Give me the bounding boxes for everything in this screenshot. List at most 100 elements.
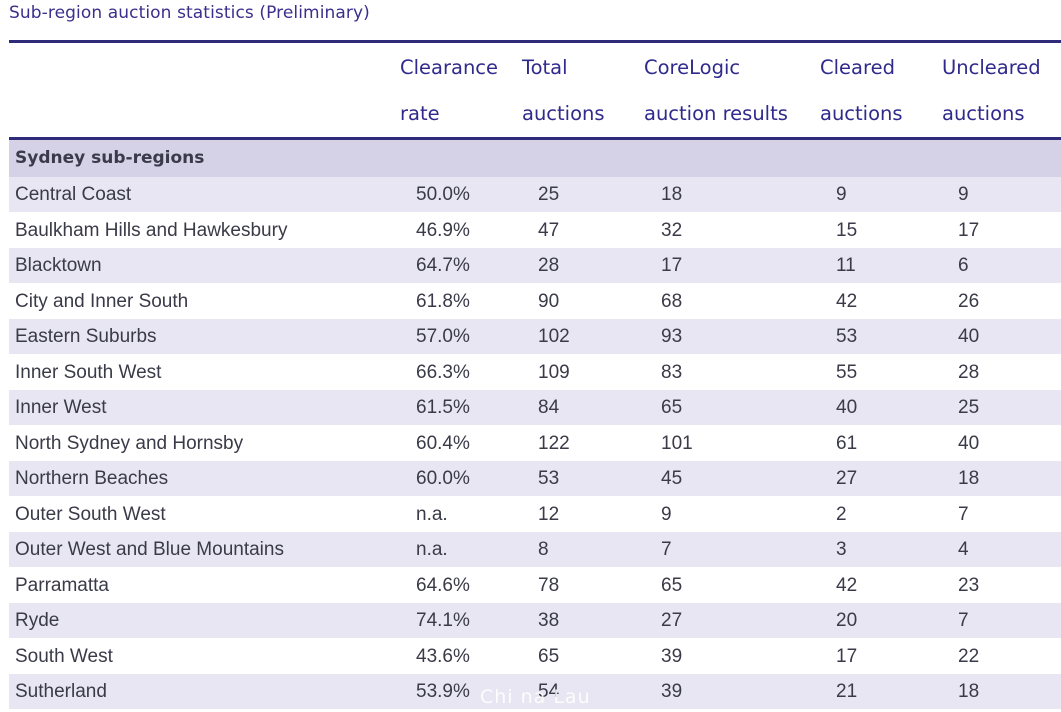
value-cell: 40 [836,397,858,418]
value-cell: 43.6% [416,645,470,667]
value-cell: 60.4% [416,432,470,454]
value-cell: 102 [538,326,570,347]
header-cleared-auctions: Cleared auctions [820,56,903,125]
value-cell: 64.6% [416,574,470,596]
value-cell: 122 [538,432,570,454]
header-total-auctions: Total auctions [522,56,605,125]
value-cell: 83 [661,361,683,383]
value-cell: 17 [836,645,858,667]
region-name-cell: Inner South West [15,361,162,383]
value-cell: 54 [538,681,560,702]
region-name-cell: City and Inner South [15,290,189,312]
value-cell: 74.1% [416,610,470,631]
table-row: Outer South West n.a. 12 9 2 7 [9,496,1061,532]
header-corelogic-results: CoreLogic auction results [644,56,788,125]
value-cell: 15 [836,219,858,241]
value-cell: 22 [958,645,980,667]
value-cell: 18 [958,468,980,489]
table-row: Inner South West 66.3% 109 83 55 28 [9,354,1061,390]
value-cell: 53 [538,468,560,489]
value-cell: 18 [958,681,980,702]
value-cell: 28 [538,255,560,276]
value-cell: 7 [661,539,672,560]
value-cell: 68 [661,290,683,312]
value-cell: 57.0% [416,326,470,347]
value-cell: 17 [958,219,980,241]
region-name-cell: Eastern Suburbs [15,326,157,347]
value-cell: 61 [836,432,858,454]
value-cell: 26 [958,290,980,312]
value-cell: 23 [958,574,980,596]
value-cell: 65 [538,645,560,667]
value-cell: 21 [836,681,858,702]
value-cell: 2 [836,503,847,525]
value-cell: 18 [661,184,683,205]
table-row: Ryde 74.1% 38 27 20 7 [9,603,1061,639]
region-name-cell: Ryde [15,610,60,631]
value-cell: 47 [538,219,560,241]
table-caption: Sub-region auction statistics (Prelimina… [9,3,370,23]
value-cell: 61.5% [416,397,470,418]
region-name-cell: Sutherland [15,681,107,702]
header-clearance-rate: Clearance rate [400,56,499,125]
value-cell: 8 [538,539,549,560]
table-row: Parramatta 64.6% 78 65 42 23 [9,567,1061,603]
value-cell: 90 [538,290,560,312]
value-cell: 53.9% [416,681,470,702]
region-name-cell: Central Coast [15,184,132,205]
value-cell: 60.0% [416,468,470,489]
value-cell: 27 [836,468,858,489]
value-cell: 61.8% [416,290,470,312]
watermark: Chi na Lau [480,686,591,708]
table-row: Inner West 61.5% 84 65 40 25 [9,390,1061,426]
value-cell: 45 [661,468,683,489]
region-name-cell: Outer South West [15,503,166,525]
value-cell: 3 [836,539,847,560]
value-cell: 6 [958,255,969,276]
region-name-cell: Outer West and Blue Mountains [15,539,284,560]
value-cell: 65 [661,397,683,418]
region-name-cell: South West [15,645,113,667]
value-cell: 39 [661,645,683,667]
region-name-cell: Baulkham Hills and Hawkesbury [15,219,288,241]
value-cell: 40 [958,326,980,347]
table-row: Northern Beaches 60.0% 53 45 27 18 [9,461,1061,497]
value-cell: 20 [836,610,858,631]
section-sydney-sub-regions: Sydney sub-regions [9,140,1061,177]
value-cell: 109 [538,361,570,383]
value-cell: 38 [538,610,560,631]
value-cell: 55 [836,361,858,383]
value-cell: 11 [836,255,856,276]
table-row: Sutherland 53.9% 54 39 21 18 [9,674,1061,710]
table-row: Eastern Suburbs 57.0% 102 93 53 40 [9,319,1061,355]
table-row: Baulkham Hills and Hawkesbury 46.9% 47 32 15… [9,212,1061,248]
value-cell: 53 [836,326,858,347]
value-cell: 9 [836,184,847,205]
table-row: North Sydney and Hornsby 60.4% 122 101 61 40 [9,425,1061,461]
value-cell: 42 [836,290,858,312]
table-header: Clearance rate Total auctions CoreLogic … [9,40,1061,140]
region-name-cell: Inner West [15,397,107,418]
region-name-cell: Parramatta [15,574,109,596]
value-cell: 27 [661,610,683,631]
value-cell: 7 [958,610,969,631]
value-cell: 7 [958,503,969,525]
value-cell: 65 [661,574,683,596]
value-cell: 9 [958,184,969,205]
value-cell: 12 [538,503,560,525]
table-row: City and Inner South 61.8% 90 68 42 26 [9,283,1061,319]
table-body: Central Coast 50.0% 25 18 9 9 Baulkham Hills a… [9,177,1061,710]
value-cell: n.a. [416,539,448,560]
value-cell: n.a. [416,503,448,525]
table-row: South West 43.6% 65 39 17 22 [9,638,1061,674]
region-name-cell: Northern Beaches [15,468,169,489]
value-cell: 78 [538,574,560,596]
value-cell: 40 [958,432,980,454]
value-cell: 32 [661,219,683,241]
value-cell: 17 [661,255,683,276]
value-cell: 42 [836,574,858,596]
header-uncleared-auctions: Uncleared auctions [942,56,1041,125]
value-cell: 101 [661,432,693,454]
table-row: Outer West and Blue Mountains n.a. 8 7 3 4 [9,532,1061,568]
value-cell: 84 [538,397,560,418]
